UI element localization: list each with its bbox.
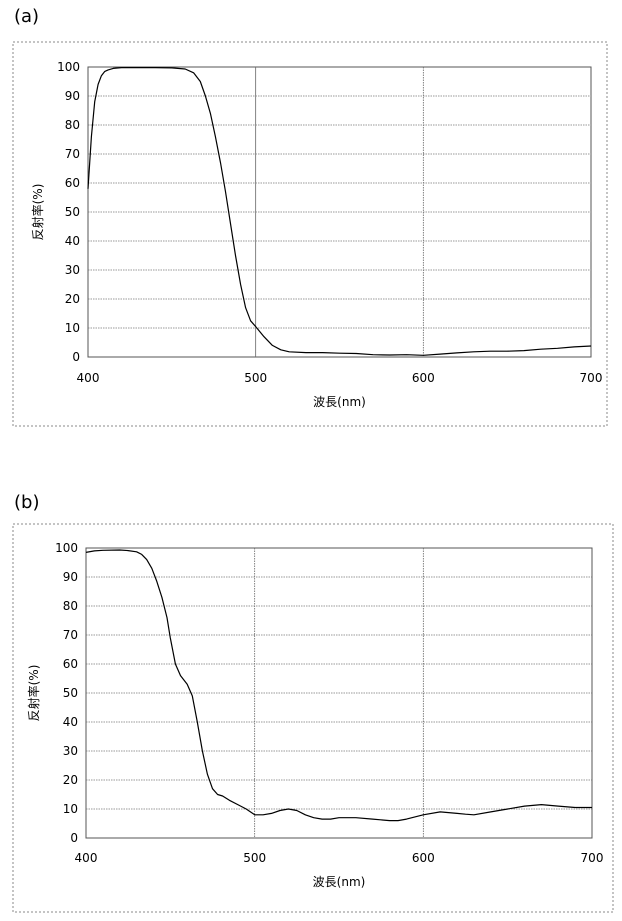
x-tick-label-b: 600	[412, 851, 435, 865]
y-axis-title-a: 反射率(%)	[30, 184, 45, 241]
y-tick-label-b: 10	[63, 802, 78, 816]
y-tick-label-a: 10	[65, 321, 80, 335]
x-axis-title-b: 波長(nm)	[313, 875, 366, 889]
y-tick-label-a: 50	[65, 205, 80, 219]
y-tick-label-b: 40	[63, 715, 78, 729]
y-tick-label-b: 30	[63, 744, 78, 758]
chart-b: 0 10 20 30 40 50 60 70 80 90 100 400 500 600 700 波長(nm)…	[26, 541, 603, 889]
x-tick-label-b: 500	[243, 851, 266, 865]
y-tick-label-b: 100	[55, 541, 78, 555]
y-tick-label-a: 90	[65, 89, 80, 103]
y-tick-label-b: 20	[63, 773, 78, 787]
y-tick-label-b: 60	[63, 657, 78, 671]
y-tick-label-b: 70	[63, 628, 78, 642]
reflectance-charts: 0102030405060708090100400500600700波長(nm)…	[0, 0, 622, 921]
y-tick-label-a: 60	[65, 176, 80, 190]
y-tick-label-b: 0	[70, 831, 78, 845]
chart-a: 0 10 20 30 40 50 60 70 80 90 100 400 500 600 700 波長(nm)…	[30, 60, 602, 409]
x-tick-label-a: 500	[244, 371, 267, 385]
x-tick-label-b: 400	[75, 851, 98, 865]
y-tick-label-b: 50	[63, 686, 78, 700]
x-tick-label-a: 400	[77, 371, 100, 385]
y-tick-label-a: 30	[65, 263, 80, 277]
y-axis-title-b: 反射率(%)	[26, 665, 41, 722]
x-tick-label-a: 600	[412, 371, 435, 385]
y-tick-label-a: 20	[65, 292, 80, 306]
y-tick-label-a: 40	[65, 234, 80, 248]
x-axis-title-a: 波長(nm)	[313, 395, 366, 409]
x-tick-label-a: 700	[580, 371, 603, 385]
y-tick-label-a: 80	[65, 118, 80, 132]
y-tick-label-a: 100	[57, 60, 80, 74]
y-tick-label-b: 90	[63, 570, 78, 584]
y-tick-label-a: 0	[72, 350, 80, 364]
y-tick-label-b: 80	[63, 599, 78, 613]
x-tick-label-b: 700	[581, 851, 604, 865]
y-tick-label-a: 70	[65, 147, 80, 161]
